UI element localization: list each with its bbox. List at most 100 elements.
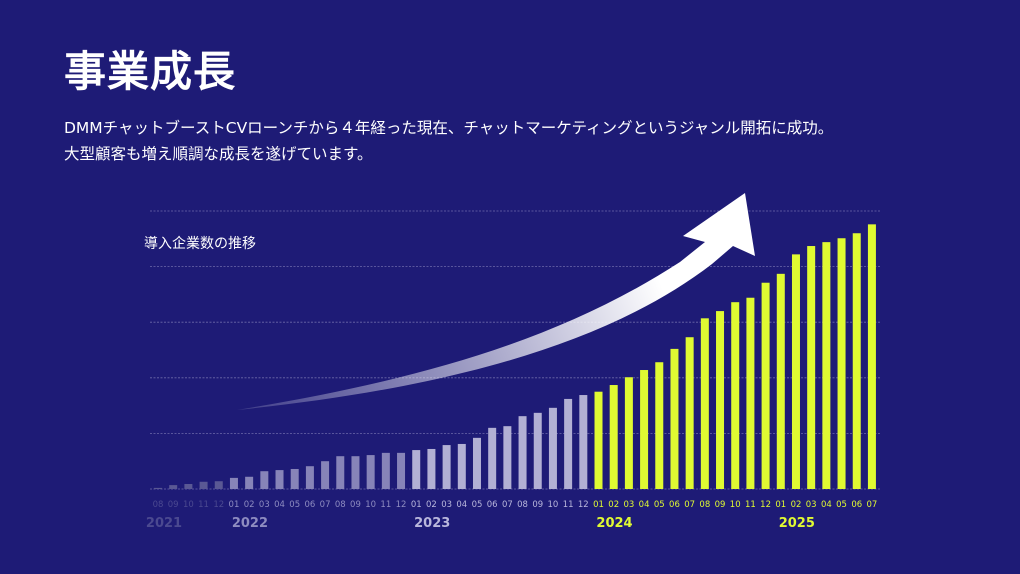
month-label: 12 — [760, 500, 771, 510]
description-line-2: 大型顧客も増え順調な成長を遂げています。 — [64, 145, 373, 163]
month-label: 03 — [259, 500, 270, 510]
month-label: 05 — [654, 500, 665, 510]
year-label: 2024 — [596, 516, 632, 531]
bar-2023-02 — [427, 448, 436, 489]
growth-arrow-icon — [237, 193, 755, 410]
month-label: 09 — [350, 500, 361, 510]
month-label: 11 — [198, 500, 209, 510]
month-label: 04 — [821, 500, 832, 510]
bar-2024-10 — [731, 302, 740, 489]
bar-2022-10 — [366, 455, 375, 489]
bar-2022-06 — [305, 466, 314, 489]
month-label: 09 — [168, 500, 179, 510]
month-label: 08 — [335, 500, 346, 510]
bar-2022-05 — [290, 468, 299, 489]
bar-2024-09 — [716, 311, 725, 489]
bar-2025-01 — [776, 273, 785, 489]
bar-2021-11 — [199, 481, 208, 489]
bar-2022-07 — [321, 461, 330, 489]
month-label: 02 — [426, 500, 437, 510]
bar-2022-02 — [245, 476, 254, 489]
bar-2025-07 — [867, 224, 876, 489]
bar-2021-08 — [154, 487, 162, 489]
bar-2023-06 — [488, 427, 497, 489]
bar-2023-08 — [518, 416, 527, 489]
bar-2021-10 — [184, 483, 193, 489]
bar-2022-03 — [260, 471, 269, 489]
month-label: 04 — [456, 500, 467, 510]
chart-title: 導入企業数の推移 — [144, 235, 256, 252]
month-label: 04 — [274, 500, 285, 510]
bar-2023-03 — [442, 445, 451, 489]
month-label: 05 — [836, 500, 847, 510]
month-label: 04 — [639, 500, 650, 510]
month-label: 07 — [502, 500, 513, 510]
gridlines — [150, 210, 880, 490]
month-label: 05 — [472, 500, 483, 510]
bar-2024-08 — [700, 318, 709, 489]
year-label: 2022 — [232, 516, 268, 531]
bar-2025-04 — [822, 242, 831, 489]
month-label: 03 — [441, 500, 452, 510]
month-label: 01 — [411, 500, 422, 510]
bar-2025-03 — [807, 246, 816, 489]
month-label: 08 — [517, 500, 528, 510]
month-label: 06 — [669, 500, 680, 510]
bar-2023-09 — [533, 412, 542, 489]
month-label: 02 — [791, 500, 802, 510]
bar-2023-07 — [503, 426, 512, 489]
bar-2024-02 — [609, 385, 618, 489]
bar-2024-05 — [655, 362, 664, 489]
bar-2024-12 — [761, 282, 770, 489]
month-label: 03 — [806, 500, 817, 510]
bar-2024-01 — [594, 391, 603, 489]
bar-2023-04 — [457, 443, 466, 489]
year-label: 2021 — [146, 516, 182, 531]
bar-2022-08 — [336, 456, 345, 489]
bar-2025-06 — [852, 233, 861, 489]
bar-2024-07 — [685, 337, 694, 489]
month-label: 06 — [487, 500, 498, 510]
month-label: 07 — [867, 500, 878, 510]
month-label: 10 — [548, 500, 559, 510]
month-label: 02 — [244, 500, 255, 510]
bar-2022-04 — [275, 470, 284, 489]
month-label: 10 — [365, 500, 376, 510]
month-label: 06 — [851, 500, 862, 510]
bar-2023-10 — [548, 407, 557, 489]
month-labels: 08 09 10 11 12 01 02 03 04 05 06 07 08 09 10 11 12 01 02 03… — [153, 500, 878, 510]
bar-2023-11 — [564, 398, 573, 489]
month-label: 06 — [304, 500, 315, 510]
month-label: 12 — [213, 500, 224, 510]
month-label: 02 — [608, 500, 619, 510]
month-label: 09 — [532, 500, 543, 510]
bar-2024-06 — [670, 348, 679, 489]
month-label: 11 — [563, 500, 574, 510]
month-label: 01 — [593, 500, 604, 510]
bar-2025-05 — [837, 238, 846, 489]
bar-2022-01 — [229, 477, 238, 489]
month-label: 07 — [684, 500, 695, 510]
month-label: 01 — [229, 500, 240, 510]
page-title: 事業成長 — [64, 47, 237, 96]
month-label: 10 — [730, 500, 741, 510]
month-label: 01 — [775, 500, 786, 510]
bar-2023-05 — [472, 437, 481, 489]
month-label: 09 — [715, 500, 726, 510]
bars — [154, 224, 876, 489]
year-label: 2023 — [414, 516, 450, 531]
month-label: 12 — [578, 500, 589, 510]
bar-2025-02 — [791, 254, 800, 489]
month-label: 03 — [623, 500, 634, 510]
year-labels: 2021 2022 2023 2024 2025 — [146, 516, 815, 531]
bar-2023-12 — [579, 395, 588, 489]
month-label: 05 — [289, 500, 300, 510]
bar-2022-09 — [351, 456, 360, 489]
bar-2021-12 — [214, 481, 223, 489]
bar-2022-11 — [381, 452, 390, 489]
bar-2022-12 — [397, 452, 406, 489]
description: DMMチャットブーストCVローンチから４年経った現在、チャットマーケティングとい… — [64, 115, 833, 167]
month-label: 08 — [153, 500, 164, 510]
bar-2024-04 — [640, 370, 649, 489]
